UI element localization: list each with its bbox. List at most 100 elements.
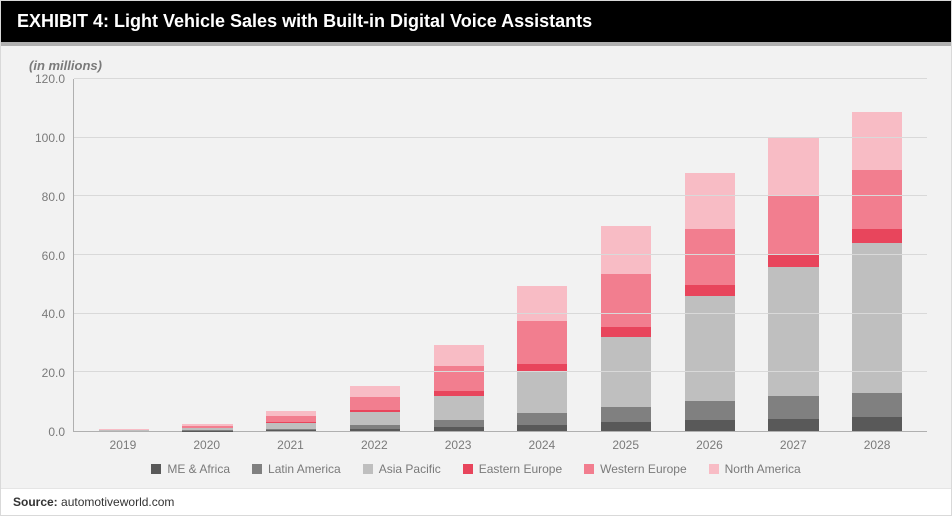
bar-segment [517,364,567,371]
bar-column [752,79,836,431]
x-tick-label: 2026 [668,438,752,452]
stacked-bar [350,386,400,431]
source-label: Source: [13,495,58,509]
legend-label: Asia Pacific [379,462,441,476]
y-axis: 0.020.040.060.080.0100.0120.0 [25,79,73,432]
grid-line [74,195,927,196]
y-tick-label: 80.0 [42,190,65,204]
bar-column [333,79,417,431]
legend-label: Western Europe [600,462,687,476]
legend-swatch [363,464,373,474]
x-tick-label: 2028 [835,438,919,452]
bar-segment [517,413,567,424]
grid-line [74,137,927,138]
plot [73,79,927,432]
stacked-bar [768,137,818,431]
source-line: Source: automotiveworld.com [1,488,951,515]
bar-segment [350,397,400,410]
bar-segment [601,226,651,274]
x-tick-label: 2021 [249,438,333,452]
plot-row: 0.020.040.060.080.0100.0120.0 [25,79,927,432]
legend-item: North America [709,462,801,476]
bar-column [82,79,166,431]
legend-swatch [584,464,594,474]
bar-segment [434,420,484,427]
stacked-bar [434,345,484,431]
bar-segment [517,425,567,431]
stacked-bar [266,410,316,431]
bar-segment [685,173,735,229]
bar-segment [852,393,902,418]
legend-item: Eastern Europe [463,462,562,476]
legend: ME & Africa Latin America Asia Pacific East… [25,452,927,480]
y-tick-label: 20.0 [42,366,65,380]
bar-column [501,79,585,431]
stacked-bar [99,429,149,431]
legend-swatch [151,464,161,474]
bar-segment [852,112,902,171]
legend-swatch [709,464,719,474]
bar-segment [768,196,818,255]
stacked-bar [517,286,567,431]
bar-segment [350,386,400,397]
x-axis-labels: 2019202020212022202320242025202620272028 [73,432,927,452]
exhibit-title: EXHIBIT 4: Light Vehicle Sales with Buil… [1,1,951,46]
bar-segment [852,417,902,431]
x-tick-label: 2020 [165,438,249,452]
grid-line [74,313,927,314]
bar-column [584,79,668,431]
y-tick-label: 0.0 [48,425,65,439]
legend-item: Asia Pacific [363,462,441,476]
stacked-bar [852,112,902,431]
x-tick-label: 2027 [751,438,835,452]
bar-segment [852,170,902,229]
bar-segment [601,327,651,336]
x-tick-label: 2024 [500,438,584,452]
bar-segment [434,366,484,391]
y-axis-unit: (in millions) [29,58,927,73]
bar-segment [434,396,484,420]
bar-column [417,79,501,431]
bar-segment [768,419,818,431]
legend-item: Western Europe [584,462,687,476]
legend-item: ME & Africa [151,462,230,476]
bar-segment [266,430,316,431]
bar-segment [768,254,818,267]
bars-container [74,79,927,431]
bar-segment [685,420,735,431]
source-value: automotiveworld.com [61,495,174,509]
bar-segment [517,321,567,364]
legend-item: Latin America [252,462,341,476]
bar-segment [434,345,484,366]
bar-segment [434,427,484,431]
bar-column [166,79,250,431]
bar-segment [685,401,735,420]
chart-area: (in millions) 0.020.040.060.080.0100.012… [1,46,951,488]
legend-label: ME & Africa [167,462,230,476]
y-tick-label: 100.0 [35,131,65,145]
y-tick-label: 40.0 [42,307,65,321]
bar-column [668,79,752,431]
x-tick-label: 2023 [416,438,500,452]
x-tick-label: 2025 [584,438,668,452]
legend-label: North America [725,462,801,476]
x-tick-label: 2022 [332,438,416,452]
stacked-bar [182,424,232,431]
bar-segment [517,286,567,321]
grid-line [74,254,927,255]
bar-segment [517,371,567,414]
legend-label: Eastern Europe [479,462,562,476]
stacked-bar [601,226,651,431]
bar-segment [685,229,735,285]
bar-segment [852,229,902,243]
bar-segment [350,429,400,431]
y-tick-label: 120.0 [35,72,65,86]
bar-segment [768,267,818,396]
x-tick-label: 2019 [81,438,165,452]
bar-segment [99,430,149,431]
grid-line [74,371,927,372]
bar-segment [601,407,651,422]
legend-swatch [463,464,473,474]
grid-line [74,78,927,79]
exhibit-container: EXHIBIT 4: Light Vehicle Sales with Buil… [0,0,952,516]
